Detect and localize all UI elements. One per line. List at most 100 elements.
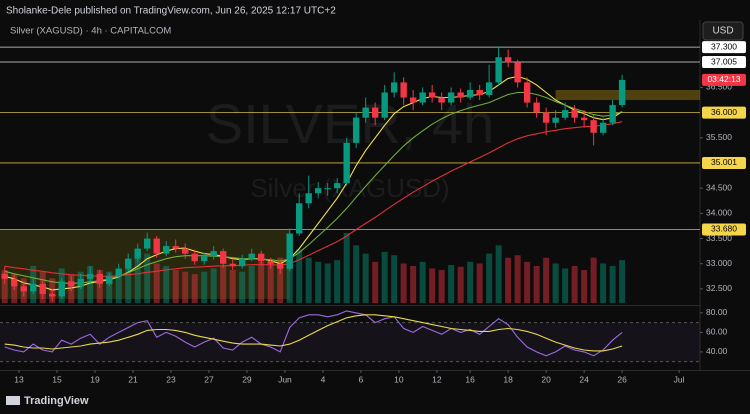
- x-tick-label: 16: [465, 374, 475, 384]
- rsi-tick-label: 40.00: [706, 346, 728, 356]
- candle-body: [191, 253, 198, 262]
- volume-bar: [438, 270, 445, 303]
- candle-body: [390, 82, 398, 93]
- volume-bar: [125, 261, 132, 303]
- rsi-line: [4, 310, 623, 357]
- volume-bar: [353, 245, 360, 303]
- candle-body: [1, 273, 8, 279]
- volume-bar: [315, 261, 322, 303]
- candle-body: [172, 246, 179, 249]
- x-tick-label: 12: [432, 374, 442, 384]
- volume-bar: [1, 270, 8, 303]
- volume-bar: [343, 233, 350, 303]
- volume-bar: [191, 274, 198, 303]
- volume-bar: [267, 263, 274, 303]
- volume-bar: [391, 255, 398, 303]
- y-tick-label: 34.000: [706, 208, 732, 218]
- volume-bar: [562, 268, 569, 303]
- candle-body: [182, 248, 189, 254]
- candle-body: [514, 62, 521, 83]
- candle-body: [220, 251, 227, 264]
- candle-body: [305, 193, 312, 204]
- candle-body: [485, 82, 493, 96]
- candle-body: [580, 117, 588, 121]
- x-tick-label: 10: [394, 374, 404, 384]
- volume-bar: [220, 265, 227, 303]
- candle-body: [257, 253, 265, 262]
- candle-body: [58, 281, 65, 297]
- candle-body: [115, 268, 122, 277]
- candle-body: [87, 273, 94, 279]
- candle-body: [106, 276, 113, 284]
- candle-body: [533, 102, 540, 113]
- candle-body: [542, 112, 550, 123]
- legend: Silver (XAGUSD) · 4h · CAPITALCOM: [10, 26, 171, 37]
- rsi-band: [0, 322, 700, 362]
- x-tick-label: 23: [166, 374, 176, 384]
- candle-body: [276, 263, 284, 269]
- currency-button[interactable]: [702, 21, 744, 41]
- y-tick-label: 33.000: [706, 258, 732, 268]
- currency[interactable]: USD: [712, 26, 733, 37]
- candle-body: [419, 92, 426, 103]
- volume-bar: [172, 270, 179, 303]
- x-tick-label: 26: [617, 374, 627, 384]
- volume-bar: [609, 265, 616, 303]
- candle-body: [201, 256, 208, 262]
- x-tick-label: 29: [242, 374, 252, 384]
- candle-body: [68, 281, 75, 287]
- x-tick-label: 18: [503, 374, 513, 384]
- volume-bar: [87, 265, 94, 303]
- x-tick-label: Jul: [674, 374, 685, 384]
- volume-bar: [372, 261, 379, 303]
- candle-body: [561, 110, 569, 118]
- level-label: 33.680: [711, 224, 737, 234]
- x-tick-label: 13: [14, 374, 24, 384]
- footer: TradingView: [24, 395, 89, 407]
- candle-body: [153, 238, 160, 254]
- candle-body: [324, 188, 331, 190]
- candle-body: [381, 92, 388, 118]
- volume-bar: [277, 257, 284, 303]
- candle-body: [447, 92, 455, 103]
- volume-bar: [258, 261, 265, 303]
- candle-body: [609, 105, 616, 123]
- zone: [555, 89, 700, 101]
- candle-body: [163, 246, 170, 254]
- level-label-box: [702, 223, 746, 236]
- level-label: 36.000: [711, 107, 737, 117]
- candle-body: [295, 203, 303, 234]
- volume-bar: [457, 266, 464, 303]
- candle-body: [371, 107, 379, 118]
- volume-bar: [144, 253, 151, 303]
- candle-body: [248, 253, 255, 259]
- volume-bar: [248, 265, 255, 303]
- volume-bar: [334, 260, 341, 303]
- candle-body: [571, 110, 578, 118]
- volume-bar: [296, 249, 303, 303]
- level-label-box: [702, 56, 746, 69]
- x-tick-label: 21: [128, 374, 138, 384]
- candle-body: [457, 92, 464, 98]
- volume-bar: [286, 245, 293, 303]
- level-label-box: [702, 41, 746, 54]
- candle-body: [333, 183, 341, 189]
- x-tick-label: 19: [90, 374, 100, 384]
- volume-bar: [571, 265, 578, 303]
- volume-bar: [486, 253, 493, 303]
- volume-bar: [419, 261, 426, 303]
- volume-bar: [467, 261, 474, 303]
- candle-body: [134, 248, 141, 259]
- level-label: 37.300: [711, 41, 737, 51]
- x-tick-label: 24: [579, 374, 589, 384]
- y-tick-label: 35.500: [706, 132, 732, 142]
- candle-body: [77, 278, 84, 287]
- candle-body: [352, 117, 360, 143]
- volume-bar: [115, 268, 122, 303]
- candle-body: [476, 89, 483, 96]
- candle-body: [11, 278, 18, 287]
- volume-bar: [448, 265, 455, 303]
